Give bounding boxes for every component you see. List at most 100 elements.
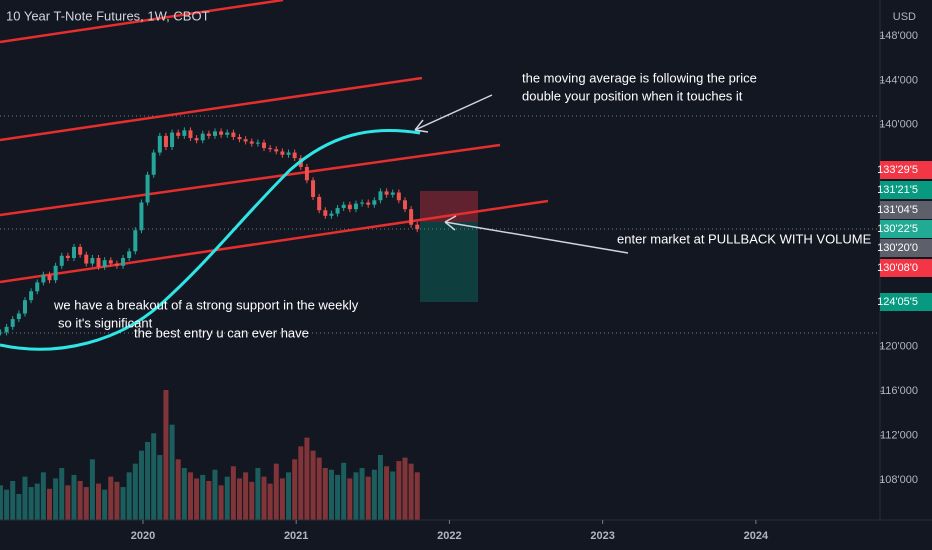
volume-bar bbox=[279, 478, 285, 520]
volume-bar bbox=[316, 457, 322, 520]
channel-line bbox=[0, 199, 549, 284]
candle-body bbox=[255, 142, 260, 144]
volume-bar bbox=[114, 481, 120, 520]
candle-body bbox=[22, 300, 27, 314]
candle-body bbox=[231, 132, 236, 137]
candle-body bbox=[72, 246, 77, 259]
candle-body bbox=[219, 131, 224, 135]
volume-bar bbox=[28, 487, 34, 520]
volume-bar bbox=[255, 468, 261, 520]
volume-bar bbox=[261, 476, 267, 520]
candle-body bbox=[84, 254, 89, 264]
volume-layer bbox=[0, 390, 420, 520]
volume-bar bbox=[230, 466, 236, 520]
price-tag-label: 131'04'5 bbox=[877, 204, 918, 216]
candle-body bbox=[194, 138, 199, 141]
price-tag-label: 133'29'5 bbox=[877, 164, 918, 176]
annotation: enter market at PULLBACK WITH VOLUME bbox=[617, 231, 872, 246]
volume-bar bbox=[22, 476, 28, 520]
volume-bar bbox=[187, 472, 193, 520]
candle-body bbox=[366, 202, 371, 205]
symbol-title: 10 Year T-Note Futures, 1W, CBOT bbox=[6, 8, 210, 23]
candle-body bbox=[249, 141, 254, 144]
volume-bar bbox=[328, 469, 334, 520]
channel-line bbox=[0, 0, 284, 44]
volume-bar bbox=[206, 481, 212, 520]
price-tag-label: 130'08'0 bbox=[877, 262, 918, 274]
candle-body bbox=[311, 180, 316, 197]
y-tick-label: 108'000 bbox=[879, 474, 918, 486]
volume-bar bbox=[304, 437, 310, 520]
candle-body bbox=[323, 210, 328, 216]
volume-bar bbox=[65, 485, 71, 520]
price-tag bbox=[880, 293, 932, 311]
volume-bar bbox=[365, 476, 371, 520]
candle-body bbox=[59, 255, 64, 266]
candles bbox=[0, 127, 420, 336]
candle-body bbox=[145, 174, 150, 203]
volume-bar bbox=[267, 483, 273, 520]
y-tick-label: 116'000 bbox=[880, 385, 918, 397]
annotation: so it's significant bbox=[58, 315, 153, 330]
candle-body bbox=[372, 200, 377, 205]
volume-bar bbox=[40, 472, 46, 520]
volume-bar bbox=[53, 478, 59, 520]
volume-bar bbox=[59, 468, 65, 520]
candle-body bbox=[317, 196, 322, 211]
candle-body bbox=[237, 136, 242, 140]
volume-bar bbox=[335, 474, 341, 520]
y-tick-label: 112'000 bbox=[880, 430, 918, 442]
candle-body bbox=[0, 332, 3, 334]
candle-body bbox=[35, 282, 40, 292]
price-tag-label: 131'21'5 bbox=[877, 184, 918, 196]
candle-body bbox=[280, 151, 285, 155]
candle-body bbox=[268, 148, 273, 150]
volume-bar bbox=[298, 446, 304, 520]
volume-bar bbox=[10, 481, 16, 520]
volume-bar bbox=[414, 472, 420, 520]
volume-bar bbox=[96, 483, 102, 520]
channel-line bbox=[0, 143, 501, 217]
candle-body bbox=[402, 200, 407, 210]
volume-bar bbox=[310, 450, 316, 520]
annotation: the moving average is following the pric… bbox=[522, 70, 757, 85]
annotation: we have a breakout of a strong support i… bbox=[53, 297, 359, 312]
y-tick-label: 140'000 bbox=[879, 119, 918, 131]
price-tags: 133'29'5 131'21'5 131'04'5 130'22'5 130'20'0… bbox=[877, 161, 932, 311]
stop-zone bbox=[420, 191, 478, 222]
candle-body bbox=[151, 152, 156, 175]
volume-bar bbox=[126, 472, 132, 520]
candle-body bbox=[396, 192, 401, 201]
candle-body bbox=[415, 224, 420, 230]
target-zone bbox=[420, 222, 478, 302]
candle-body bbox=[360, 202, 365, 204]
candle-body bbox=[182, 130, 187, 136]
candle-body bbox=[47, 274, 52, 281]
volume-bar bbox=[181, 468, 187, 520]
candle-body bbox=[243, 139, 248, 142]
candle-body bbox=[29, 291, 34, 301]
volume-bar bbox=[286, 472, 292, 520]
volume-bar bbox=[83, 487, 89, 520]
candle-body bbox=[4, 326, 9, 333]
volume-bar bbox=[292, 459, 298, 520]
volume-bar bbox=[16, 494, 22, 520]
volume-bar bbox=[145, 442, 151, 520]
candle-body bbox=[53, 265, 58, 281]
candle-body bbox=[292, 152, 297, 159]
volume-bar bbox=[138, 450, 144, 520]
x-tick-label: 2022 bbox=[437, 530, 461, 542]
price-tag bbox=[880, 220, 932, 238]
candle-body bbox=[347, 204, 352, 210]
time-axis bbox=[0, 520, 932, 550]
volume-bar bbox=[163, 390, 169, 520]
candle-body bbox=[133, 230, 138, 252]
arrow bbox=[444, 215, 629, 254]
price-tag bbox=[880, 239, 932, 257]
candle-body bbox=[390, 192, 395, 195]
candle-body bbox=[409, 209, 414, 225]
volume-bar bbox=[46, 488, 52, 520]
x-tick-label: 2024 bbox=[744, 530, 769, 542]
